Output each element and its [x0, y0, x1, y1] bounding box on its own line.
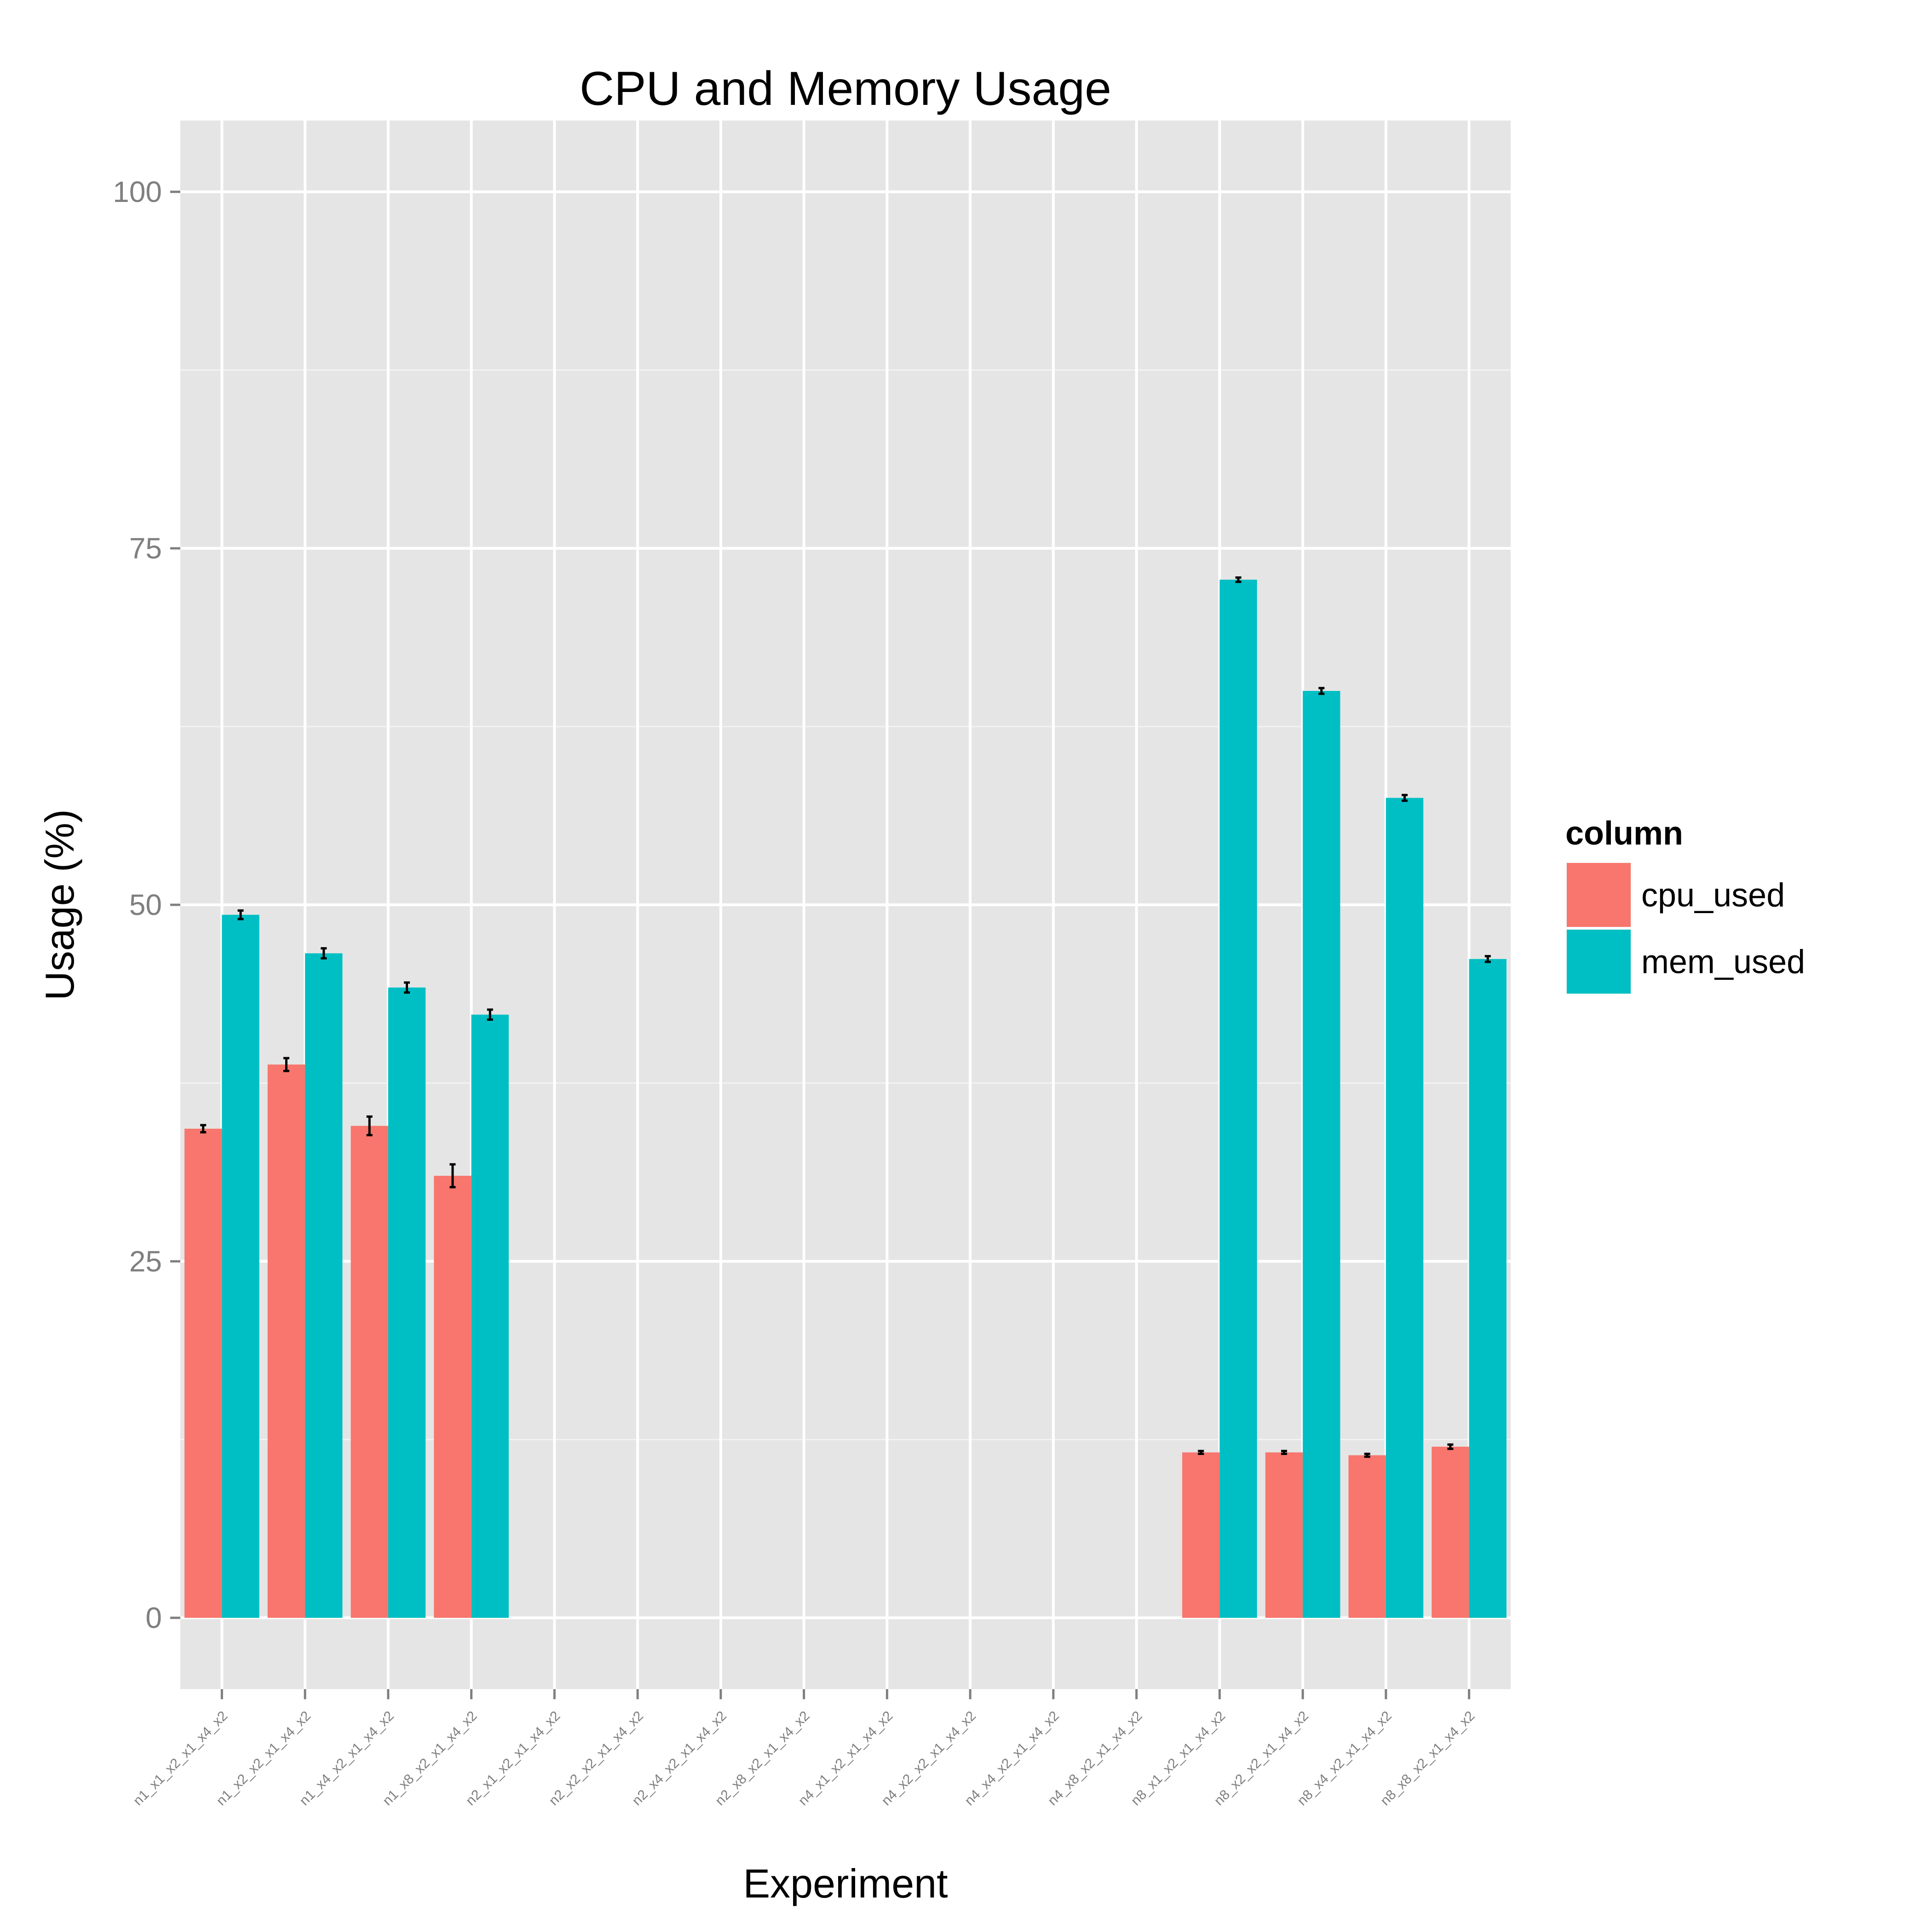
legend-swatch-mem_used	[1567, 930, 1631, 994]
x-axis-title: Experiment	[743, 1861, 948, 1906]
bars	[184, 580, 1506, 1618]
error-bar-mem_used	[1318, 687, 1325, 695]
legend-label-cpu_used: cpu_used	[1641, 877, 1785, 914]
legend-item-cpu_used: cpu_used	[1564, 861, 1785, 929]
x-tick-label: n4_x1_x2_x1_x4_x2	[795, 1708, 896, 1809]
error-bar-mem_used	[1484, 955, 1491, 963]
error-bars	[200, 576, 1491, 1458]
error-bar-cpu_used	[366, 1115, 373, 1137]
x-tick-label: n1_x1_x2_x1_x4_x2	[130, 1708, 230, 1809]
legend-items: cpu_used mem_used	[1564, 861, 1805, 996]
bar-cpu_used	[1348, 1455, 1386, 1618]
error-bar-cpu_used	[1281, 1449, 1287, 1455]
error-bar-cpu_used	[449, 1163, 456, 1189]
x-tick-label: n4_x4_x2_x1_x4_x2	[962, 1708, 1062, 1809]
x-tick-label: n8_x8_x2_x1_x4_x2	[1378, 1708, 1478, 1809]
bar-mem_used	[388, 987, 426, 1618]
legend: column cpu_used mem_used	[1564, 815, 1805, 996]
x-tick-label: n1_x8_x2_x1_x4_x2	[380, 1708, 480, 1809]
chart-title: CPU and Memory Usage	[580, 62, 1111, 115]
error-bar-cpu_used	[1447, 1443, 1454, 1450]
bar-cpu_used	[351, 1126, 388, 1618]
x-tick-label: n8_x2_x2_x1_x4_x2	[1211, 1708, 1311, 1809]
error-bar-mem_used	[321, 947, 327, 960]
bar-mem_used	[222, 914, 259, 1618]
bar-mem_used	[471, 1014, 509, 1618]
error-bar-mem_used	[1235, 576, 1242, 583]
y-axis-title: Usage (%)	[37, 809, 82, 1000]
bar-cpu_used	[1182, 1452, 1220, 1618]
bar-cpu_used	[1265, 1452, 1303, 1618]
error-bar-mem_used	[237, 909, 244, 920]
x-axis: n1_x1_x2_x1_x4_x2n1_x2_x2_x1_x4_x2n1_x4_…	[130, 1689, 1478, 1809]
legend-label-mem_used: mem_used	[1641, 944, 1805, 981]
bar-mem_used	[1469, 959, 1506, 1618]
x-tick-label: n8_x4_x2_x1_x4_x2	[1294, 1708, 1395, 1809]
error-bar-mem_used	[1402, 794, 1408, 802]
legend-swatch-cpu_used	[1567, 863, 1631, 927]
error-bar-cpu_used	[283, 1057, 289, 1072]
x-tick-label: n8_x1_x2_x1_x4_x2	[1128, 1708, 1228, 1809]
x-tick-label: n2_x8_x2_x1_x4_x2	[713, 1708, 813, 1809]
bar-cpu_used	[267, 1064, 305, 1618]
x-tick-label: n1_x4_x2_x1_x4_x2	[297, 1708, 397, 1809]
x-tick-label: n1_x2_x2_x1_x4_x2	[213, 1708, 314, 1809]
legend-title: column	[1565, 815, 1683, 852]
y-tick-label: 25	[129, 1245, 162, 1278]
error-bar-mem_used	[487, 1008, 493, 1021]
bar-mem_used	[1303, 691, 1340, 1618]
x-tick-label: n4_x8_x2_x1_x4_x2	[1045, 1708, 1145, 1809]
y-tick-label: 50	[129, 888, 162, 921]
error-bar-cpu_used	[1198, 1449, 1204, 1455]
y-axis: 0 25 50 75 100	[113, 175, 180, 1634]
x-tick-label: n4_x2_x2_x1_x4_x2	[879, 1708, 979, 1809]
error-bar-cpu_used	[1364, 1453, 1370, 1458]
y-tick-label: 75	[129, 532, 162, 565]
error-bar-cpu_used	[200, 1124, 207, 1133]
bar-cpu_used	[1432, 1447, 1469, 1618]
bar-mem_used	[1386, 798, 1424, 1618]
y-tick-label: 100	[113, 175, 162, 208]
bar-mem_used	[1219, 580, 1257, 1618]
y-tick-label: 0	[145, 1601, 162, 1634]
x-tick-label: n2_x4_x2_x1_x4_x2	[629, 1708, 730, 1809]
bar-cpu_used	[184, 1128, 222, 1618]
bar-cpu_used	[434, 1176, 472, 1618]
legend-item-mem_used: mem_used	[1564, 927, 1805, 996]
bar-mem_used	[305, 953, 343, 1618]
x-tick-label: n2_x2_x2_x1_x4_x2	[546, 1708, 646, 1809]
x-tick-label: n2_x1_x2_x1_x4_x2	[463, 1708, 563, 1809]
error-bar-mem_used	[404, 981, 410, 994]
